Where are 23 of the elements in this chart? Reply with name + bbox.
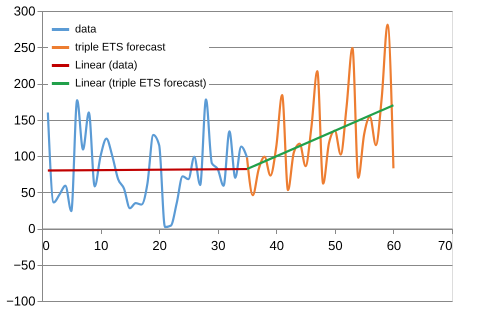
y-tick-label: 50: [21, 184, 36, 200]
y-tick-label: 250: [14, 40, 36, 55]
x-tick-label: 10: [94, 238, 108, 253]
x-tick-label: 60: [386, 238, 402, 253]
legend-label: Linear (data): [75, 60, 138, 72]
y-tick-label: 300: [14, 4, 36, 18]
legend-label: Linear (triple ETS forecast): [75, 78, 206, 90]
x-tick-label: 70: [438, 238, 452, 253]
y-tick-label: 0: [28, 221, 36, 236]
x-tick-label: 0: [42, 238, 50, 253]
line-series: [46, 98, 248, 228]
y-tick-label: −50: [13, 257, 36, 272]
x-tick-label: 50: [328, 238, 343, 253]
y-tick-label: −100: [6, 294, 36, 308]
legend-label: triple ETS forecast: [75, 42, 166, 54]
legend-label: data: [75, 24, 98, 36]
y-tick-label: 200: [14, 76, 36, 91]
line-series: [246, 24, 395, 196]
x-tick-label: 20: [152, 238, 167, 253]
y-tick-label: 100: [14, 148, 36, 164]
y-tick-label: 150: [14, 112, 36, 128]
x-tick-label: 30: [210, 238, 226, 253]
x-tick-label: 40: [270, 238, 284, 253]
